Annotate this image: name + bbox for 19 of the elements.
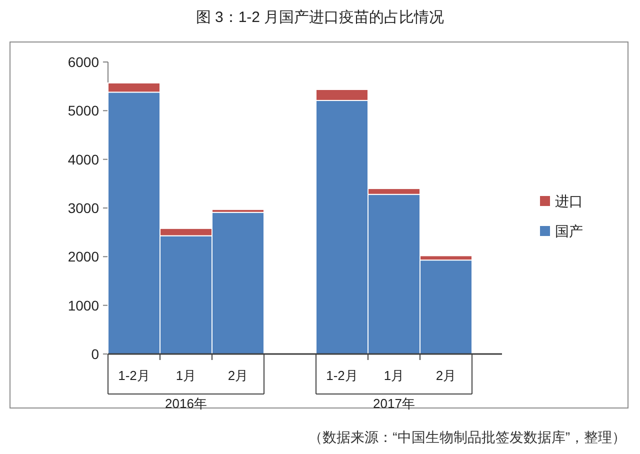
text: （数据来源：“中国生物制品批签发数据库”，整理）: [308, 429, 626, 445]
x-tick-label: 1-2月: [326, 368, 358, 383]
y-tick-label: 1000: [68, 297, 100, 314]
legend-label: 进口: [555, 193, 583, 209]
x-tick-label: 1月: [176, 368, 196, 383]
x-tick-label: 2月: [436, 368, 456, 383]
text: 2017年: [373, 396, 415, 411]
x-tick-label: 2月: [228, 368, 248, 383]
y-tick-label: 3000: [68, 200, 100, 216]
x-tick-label: 1-2月: [118, 368, 150, 383]
y-tick-label: 5000: [68, 102, 100, 119]
y-tick-label: 6000: [68, 54, 100, 70]
legend-label: 国产: [555, 223, 583, 239]
y-tick-label: 2000: [68, 248, 100, 265]
chart-title: 图 3：1-2 月国产进口疫苗的占比情况: [196, 9, 444, 26]
x-tick-label: 1月: [384, 368, 404, 383]
y-tick-label: 4000: [68, 151, 100, 168]
y-tick-label: 0: [91, 346, 100, 362]
text: 2016年: [165, 396, 207, 411]
